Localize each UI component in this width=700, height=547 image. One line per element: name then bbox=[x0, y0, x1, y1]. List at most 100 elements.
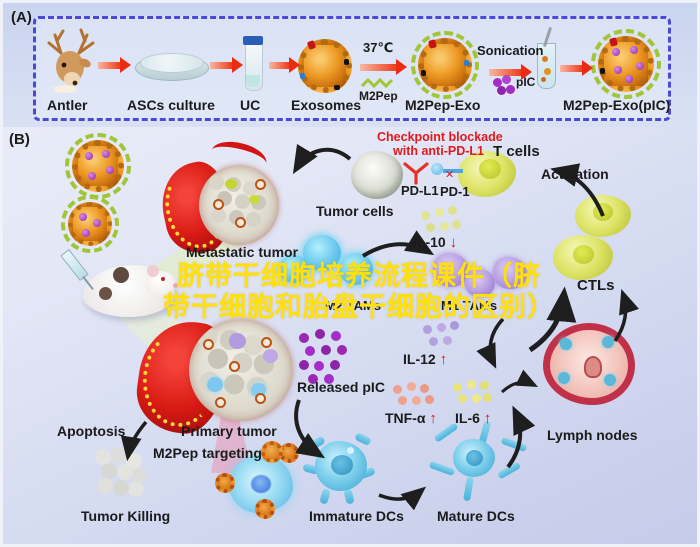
exosome-in-tumor bbox=[255, 393, 266, 404]
pic-dot bbox=[630, 46, 638, 54]
temperature-label: 37℃ bbox=[363, 40, 394, 55]
flow-arrow bbox=[269, 57, 300, 73]
released-pic-label: Released pIC bbox=[297, 379, 385, 395]
il12-dots bbox=[423, 325, 432, 334]
m1-in-tumor bbox=[263, 349, 278, 363]
pic-dot bbox=[106, 166, 114, 174]
m2pep-corona bbox=[61, 195, 119, 253]
m2pep-corona bbox=[411, 31, 479, 99]
m2pep-exo-icon bbox=[418, 38, 472, 92]
exosome-in-tumor bbox=[215, 397, 226, 408]
exosome-in-tumor bbox=[203, 339, 214, 350]
released-pic-dots bbox=[299, 333, 309, 343]
il6-dots bbox=[453, 383, 462, 392]
membrane-speck bbox=[306, 40, 317, 50]
tnf-up-arrow: ↑ bbox=[429, 410, 437, 427]
tumor-cell-icon bbox=[351, 151, 403, 199]
tube-cap bbox=[243, 36, 263, 45]
m2-tams-label: M2 TAMs bbox=[325, 298, 382, 313]
il12-label: IL-12 ↑ bbox=[403, 351, 448, 368]
mature-dc-icon bbox=[453, 439, 495, 477]
t-cell-nucleus bbox=[479, 159, 501, 179]
primary-tumor-mass bbox=[189, 319, 293, 421]
sonication-tube-icon bbox=[537, 43, 556, 89]
tube-exosome-dot bbox=[541, 77, 546, 82]
flow-arrow bbox=[560, 60, 593, 76]
pd-1-label: PD-1 bbox=[440, 184, 470, 199]
tube-exosome-dot bbox=[544, 68, 551, 75]
pic-dot bbox=[88, 172, 96, 180]
dc-arm bbox=[500, 436, 528, 453]
dc-in-lymph bbox=[560, 338, 572, 350]
exosome-in-tumor bbox=[235, 217, 246, 228]
lymph-nodes-label: Lymph nodes bbox=[547, 427, 638, 443]
lymph-node-icon bbox=[543, 323, 635, 405]
mouse-eye bbox=[161, 277, 165, 281]
il10-dots bbox=[421, 211, 430, 220]
il12-up-arrow: ↑ bbox=[439, 351, 448, 368]
m2pep-exo-label: M2Pep-Exo bbox=[405, 97, 481, 113]
flow-arrow bbox=[489, 64, 532, 80]
antler-label: Antler bbox=[47, 97, 88, 113]
mouse-icon bbox=[83, 265, 178, 317]
panel-a-label: (A) bbox=[11, 9, 32, 26]
mini-exosome-icon bbox=[261, 441, 283, 463]
pic-dot bbox=[82, 229, 90, 237]
tumor-cell-cluster bbox=[209, 175, 224, 190]
pic-dot bbox=[79, 213, 87, 221]
arrow-immature-to-mature bbox=[378, 486, 427, 511]
dc-vesicle bbox=[347, 447, 354, 454]
membrane-speck bbox=[344, 59, 349, 65]
exosome-in-tumor bbox=[229, 361, 240, 372]
sonication-label: Sonication bbox=[477, 43, 544, 58]
mouse-ear bbox=[147, 265, 159, 277]
mini-exosome-icon bbox=[215, 473, 235, 493]
pic-dot bbox=[85, 152, 93, 160]
mature-dcs-label: Mature DCs bbox=[437, 508, 515, 524]
exosome-icon bbox=[298, 39, 352, 93]
m2pep-exo-pic-label: M2Pep-Exo(pIC) bbox=[563, 97, 671, 113]
dc-arm bbox=[343, 488, 355, 505]
membrane-speck bbox=[464, 60, 469, 66]
membrane-speck bbox=[600, 68, 605, 74]
m1-tams-label: M1 TAMs bbox=[441, 298, 498, 313]
membrane-speck bbox=[300, 73, 305, 79]
il10-down-arrow: ↓ bbox=[449, 234, 458, 251]
dc-arm bbox=[354, 431, 372, 447]
mouse-spot bbox=[113, 267, 129, 283]
m2-tam-cell bbox=[303, 235, 341, 271]
il6-up-arrow: ↑ bbox=[483, 410, 492, 427]
membrane-speck bbox=[609, 37, 618, 47]
block-mark: ✕ bbox=[445, 169, 455, 181]
arrow-tumorcells-to-metastatic bbox=[292, 143, 352, 175]
pd-1-receptor bbox=[443, 169, 463, 173]
m2pep-label: M2Pep bbox=[359, 89, 398, 103]
m2pep-corona bbox=[591, 29, 661, 99]
injected-exosome-icon bbox=[72, 140, 124, 192]
dead-tumor-cell-icon bbox=[95, 449, 111, 465]
immature-dc-icon bbox=[315, 441, 367, 491]
metastatic-tumor-label: Metastatic tumor bbox=[186, 244, 299, 260]
arrow-apoptosis-down bbox=[120, 420, 148, 462]
pic-dot bbox=[102, 150, 110, 158]
cell-nucleus bbox=[251, 475, 271, 493]
mouse-nose bbox=[173, 283, 178, 288]
ctl-nucleus bbox=[593, 203, 613, 221]
il6-label: IL-6 ↑ bbox=[455, 410, 492, 427]
pic-dots bbox=[493, 78, 502, 87]
m1-in-tumor bbox=[229, 333, 246, 349]
watermark-line1: 脐带干细胞培养流程课件（脐 bbox=[177, 261, 541, 291]
dc-nucleus bbox=[331, 455, 353, 475]
membrane-speck bbox=[428, 39, 437, 49]
flow-arrow bbox=[360, 59, 407, 75]
membrane-speck bbox=[421, 70, 426, 76]
dc-in-lymph bbox=[558, 372, 570, 384]
tnf-dots bbox=[393, 385, 402, 394]
dc-arm bbox=[319, 488, 331, 505]
arrow-to-lymph bbox=[500, 369, 539, 394]
pic-label: pIC bbox=[516, 75, 536, 89]
mouse-spot bbox=[99, 287, 112, 300]
flow-arrow bbox=[98, 57, 131, 73]
primary-tumor-label: Primary tumor bbox=[181, 423, 277, 439]
tumor-killing-label: Tumor Killing bbox=[81, 508, 171, 524]
